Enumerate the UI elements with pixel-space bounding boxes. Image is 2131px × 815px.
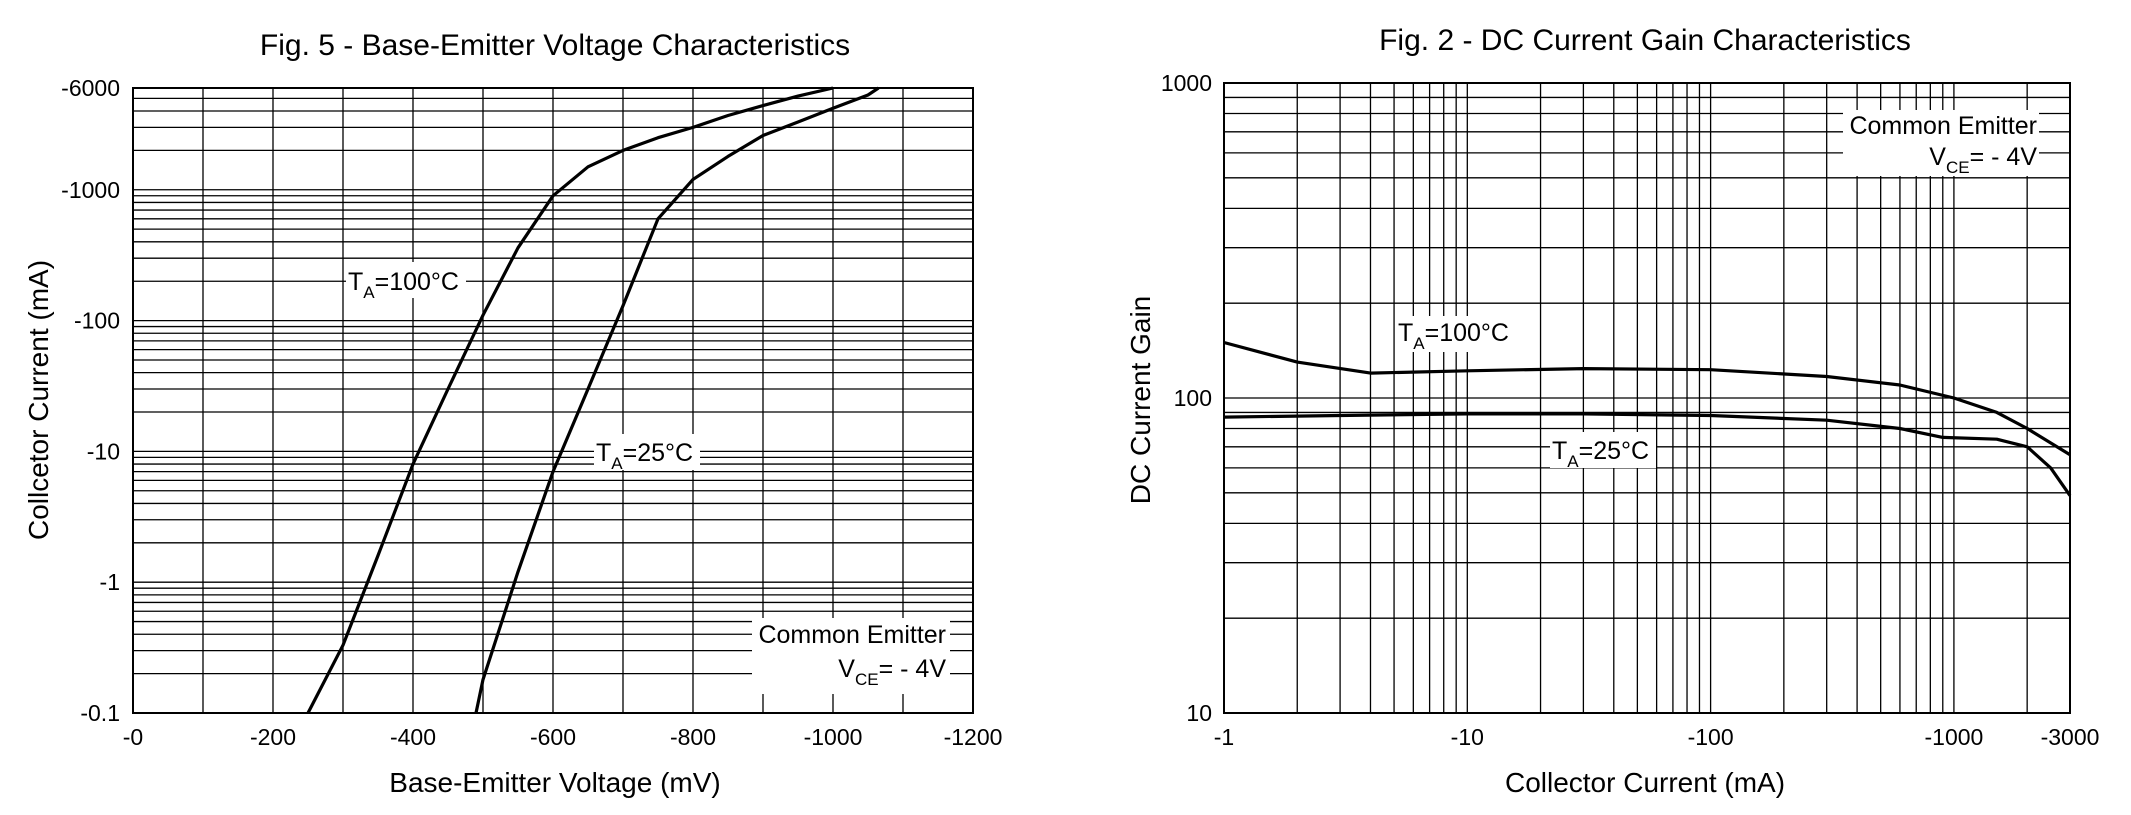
annotation-rest: = - 4V: [1970, 143, 2038, 171]
grid: [1223, 82, 2071, 714]
label-sub: A: [1413, 334, 1425, 353]
annotation-v: V: [838, 655, 855, 683]
y-tick-label: 1000: [1161, 70, 1212, 96]
x-tick-label: -0: [123, 724, 143, 750]
annotation-ce: CE: [855, 670, 879, 689]
plot-frame: [1223, 82, 2071, 714]
label-main: T: [1398, 319, 1413, 347]
label-sub: A: [363, 283, 375, 302]
y-tick-label: -6000: [61, 75, 120, 101]
x-tick-label: -400: [390, 724, 436, 750]
x-tick-label: -800: [670, 724, 716, 750]
x-tick-label: -1200: [944, 724, 1003, 750]
y-tick-label: -0.1: [80, 700, 120, 726]
chart-title: Fig. 5 - Base-Emitter Voltage Characteri…: [260, 29, 850, 62]
label-rest: =25°C: [1579, 437, 1649, 465]
x-tick-label: -600: [530, 724, 576, 750]
x-tick-label: -200: [250, 724, 296, 750]
label-main: T: [1552, 437, 1567, 465]
label-rest: =100°C: [1425, 319, 1509, 347]
annotation-line1: Common Emitter: [758, 621, 946, 649]
chart-base-emitter: Fig. 5 - Base-Emitter Voltage Characteri…: [23, 29, 1002, 798]
y-tick-label: -10: [87, 438, 120, 464]
annotation-common-emitter: Common Emitter VCE= - 4V: [752, 618, 950, 694]
x-axis-label: Base-Emitter Voltage (mV): [389, 767, 720, 798]
annotation-v: V: [1929, 143, 1946, 171]
svg-text:TA=100°C: TA=100°C: [1398, 319, 1509, 353]
y-tick-labels: -0.1 -1 -10 -100 -1000 -6000: [61, 75, 120, 726]
label-sub: A: [611, 454, 623, 473]
grid: [132, 87, 974, 714]
x-tick-label: -10: [1451, 724, 1484, 750]
chart-title: Fig. 2 - DC Current Gain Characteristics: [1379, 24, 1911, 57]
x-tick-label: -1000: [804, 724, 863, 750]
x-tick-label: -1: [1214, 724, 1234, 750]
series-label-100c: TA=100°C: [346, 262, 466, 302]
label-rest: =100°C: [375, 268, 459, 296]
label-main: T: [596, 439, 611, 467]
svg-text:TA=100°C: TA=100°C: [348, 268, 459, 302]
label-sub: A: [1567, 452, 1579, 471]
label-main: T: [348, 268, 363, 296]
y-tick-label: -100: [74, 308, 120, 334]
svg-text:VCE= - 4V: VCE= - 4V: [838, 655, 946, 689]
y-axis-label: DC Current Gain: [1125, 296, 1156, 505]
series-label-100c: TA=100°C: [1396, 316, 1516, 353]
x-tick-label: -100: [1688, 724, 1734, 750]
svg-text:TA=25°C: TA=25°C: [596, 439, 693, 473]
series-label-25c: TA=25°C: [1550, 432, 1656, 471]
series-line-1: [474, 86, 880, 714]
annotation-common-emitter: Common Emitter VCE= - 4V: [1843, 110, 2039, 177]
x-tick-labels: -0 -200 -400 -600 -800 -1000 -1200: [123, 724, 1003, 750]
svg-text:TA=25°C: TA=25°C: [1552, 437, 1649, 471]
annotation-ce: CE: [1946, 158, 1970, 177]
annotation-rest: = - 4V: [879, 655, 947, 683]
y-tick-label: -1: [100, 569, 120, 595]
svg-text:VCE= - 4V: VCE= - 4V: [1929, 143, 2037, 177]
series-label-25c: TA=25°C: [594, 434, 700, 473]
plot-frame: [132, 87, 974, 714]
label-rest: =25°C: [623, 439, 693, 467]
x-tick-label: -3000: [2041, 724, 2100, 750]
curves: [1223, 340, 2072, 497]
series-line-0: [306, 86, 834, 714]
annotation-line1: Common Emitter: [1849, 112, 2037, 140]
y-tick-label: 100: [1174, 385, 1212, 411]
curves: [306, 86, 880, 714]
y-axis-label: Collcetor Current (mA): [23, 260, 54, 540]
chart-dc-current-gain: Fig. 2 - DC Current Gain Characteristics…: [1125, 24, 2099, 798]
x-tick-label: -1000: [1925, 724, 1984, 750]
x-tick-labels: -1 -10 -100 -1000 -3000: [1214, 724, 2100, 750]
series-line-1: [1223, 412, 2072, 497]
series-line-0: [1223, 340, 2071, 457]
x-axis-label: Collector Current (mA): [1505, 767, 1785, 798]
y-tick-label: 10: [1186, 700, 1212, 726]
y-tick-labels: 10 100 1000: [1161, 70, 1212, 726]
y-tick-label: -1000: [61, 177, 120, 203]
